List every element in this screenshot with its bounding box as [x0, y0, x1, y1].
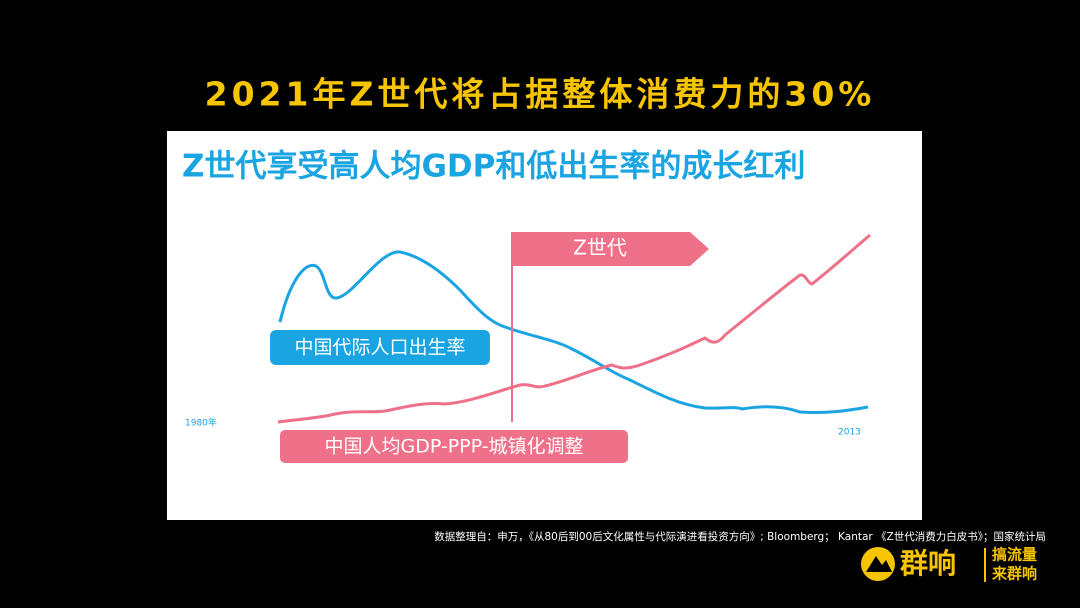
gdp-curve	[277, 233, 871, 424]
logo-slogan: 搞流量	[992, 546, 1037, 564]
logo-slogan: 来群响	[991, 565, 1037, 583]
start-label: 1980年	[185, 417, 217, 429]
gdp-label-box	[280, 430, 628, 463]
birth-rate-label: 中国代际人口出生率	[294, 337, 465, 359]
end-label: 2013	[838, 428, 861, 438]
birth-rate-curve	[278, 250, 869, 415]
logo-mountain	[866, 556, 892, 572]
slide-title: 2021年Z世代将占据整体消费力的30%	[205, 75, 876, 114]
gdp-label: 中国人均GDP-PPP-城镇化调整	[324, 436, 583, 458]
source-note: 数据整理自：申万，《从80后到00后文化属性与代际演进看投资方向》; Bloom…	[434, 530, 1046, 543]
flag-label: Z世代	[573, 236, 627, 260]
flag	[512, 232, 709, 266]
birth-rate-label-box	[270, 330, 490, 365]
panel-title: Z世代享受高人均GDP和低出生率的成长红利	[182, 149, 805, 185]
logo-brand: 群响	[900, 547, 956, 580]
